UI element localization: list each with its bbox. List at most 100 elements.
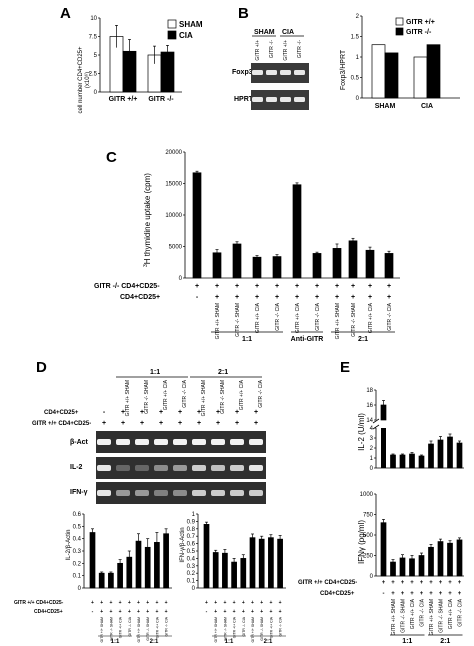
d-row2-mark: + [102, 420, 106, 427]
gel-lane-label: GITR -/- [269, 40, 275, 58]
d-ifn-bar [258, 538, 265, 589]
c-row1-mark: + [255, 283, 259, 290]
b-tick-label: 1.5 [351, 35, 360, 41]
panel-d-marks: - + + + + + + + + + + + + + + + + + [102, 409, 258, 427]
c-row2-mark: + [368, 294, 372, 301]
d-mini-mark: + [260, 609, 263, 615]
c-bar [192, 172, 202, 279]
d-mini-group-label: 1:1 [111, 639, 120, 645]
c-row2-mark: + [275, 294, 279, 301]
c-sub-label: GITR -/- CIA [275, 302, 281, 330]
d-gel-band [97, 490, 111, 496]
e-il2-bar [456, 442, 463, 469]
d-mini-lane-label: GITR -/- SHAM [146, 617, 150, 641]
e-ifn-bar [428, 546, 434, 577]
a-legend-label: CIA [179, 31, 193, 40]
d-gel-band [135, 465, 149, 471]
c-bar [212, 252, 222, 279]
c-tick-label: 0 [179, 276, 183, 282]
b-tick-label: 2 [356, 14, 360, 20]
b-tick-label: 1 [356, 55, 360, 61]
e-ifn-tick-label: 500 [363, 533, 374, 539]
d-mini-mark: + [91, 600, 94, 606]
e-group-label: 2:1 [440, 638, 450, 645]
d-gel-band [230, 465, 244, 471]
e-lane-label: GITR -/- SHAM [439, 599, 445, 633]
c-row2-mark: + [255, 294, 259, 301]
e-ifn-bar [418, 555, 425, 577]
panel-c-sublabels: GITR +/+ SHAM GITR -/- SHAM GITR +/+ CIA GI… [215, 302, 393, 339]
d-lane-label: GITR +/+ SHAM [125, 380, 131, 416]
e-row1-mark: + [448, 580, 452, 586]
d-gel-band [135, 439, 149, 445]
d-mini-lane-label: GITR +/+ SHAM [100, 617, 104, 643]
e-group-label: 1:1 [402, 638, 412, 645]
a-tick-label: 7.5 [89, 35, 98, 41]
c-group-label: 2:1 [358, 336, 368, 343]
panel-b-legend: GITR +/+ GITR -/- [395, 17, 435, 36]
d-gel-band [154, 490, 168, 496]
d-mini-mark: + [260, 600, 263, 606]
gel-band [280, 70, 291, 75]
d-lane-label: GITR -/- SHAM [220, 380, 226, 414]
d-mini-mark: + [137, 609, 140, 615]
panel-e: E IL-2 (U/ml) 0 1 2 3 4 14 16 18 IFNγ (pg/ml) 0… [298, 359, 464, 645]
d-mini-mark: + [146, 609, 149, 615]
e-row1-mark: + [382, 580, 386, 586]
d-mini-lane-label: GITR -/- SHAM [223, 617, 227, 641]
e-marks: + + + + + + + + +- + + + + + + + + [382, 580, 462, 597]
panel-a: A cell number CD4+CD25+ (x10⁶) 0 2.5 5 7.5 1… [60, 5, 203, 114]
e-il2-tick-label: 18 [366, 388, 373, 394]
e-lane-label: GITR +/+ SHAM [429, 599, 435, 635]
e-row1-mark: + [429, 580, 433, 586]
c-row2-mark: + [315, 294, 319, 301]
e-il2-ylabel: IL-2 (U/ml) [357, 413, 366, 451]
d-gel-band [154, 465, 168, 471]
d-ifn-bar [203, 524, 210, 589]
e-lane-label: GITR +/+ SHAM [391, 599, 397, 635]
e-il2-bar [409, 453, 415, 469]
d-gel-band [230, 490, 244, 496]
d-mini-lane-label: GITR -/- SHAM [109, 617, 113, 641]
panel-d-letter: D [36, 359, 47, 376]
e-ifn-bar [437, 541, 444, 577]
d-gel-band [211, 465, 225, 471]
b-tick-label: 0.5 [351, 76, 360, 82]
d-gel-band [249, 490, 263, 496]
b-bar [426, 44, 441, 99]
b-legend-swatch [395, 17, 404, 26]
d-mini-lane-label: GITR +/+ CIA [155, 616, 159, 638]
c-row2-mark: + [215, 294, 219, 301]
d-gel-band [154, 439, 168, 445]
d-ifn-tick-label: 0.4 [187, 556, 196, 562]
e-ifn-tick-label: 1000 [360, 492, 374, 498]
e-ifn-tick-label: 0 [370, 574, 374, 580]
e-row2-mark: + [429, 591, 433, 597]
c-sub-label: GITR +/+ SHAM [215, 303, 221, 339]
c-tick-label: 10000 [165, 213, 182, 219]
e-row1-mark: + [420, 580, 424, 586]
e-il2-tick-label: 16 [366, 403, 373, 409]
d-row1-mark: + [235, 409, 239, 416]
d-mini-group-label: 2:1 [264, 639, 273, 645]
band-label-bact: β-Act [70, 439, 89, 446]
c-bar [384, 253, 394, 279]
d-ifn-bar [212, 552, 219, 589]
a-tick-label: 2.5 [89, 72, 98, 78]
d-gel-band [192, 490, 206, 496]
d-mini-lane-label: GITR -/- CIA [279, 616, 283, 636]
gel-lane-label: GITR +/+ [283, 40, 289, 61]
d-gel-band [211, 490, 225, 496]
c-sub-label: GITR +/+ CIA [295, 302, 301, 333]
panel-c: C 3H thymidine uptake (cpm) 0 5000 10000 15… [94, 149, 400, 343]
gel-band [266, 70, 277, 75]
d-mini-row2-label: CD4+CD25+ [34, 609, 63, 615]
e-lane-labels: GITR +/+ SHAM GITR -/- SHAM GITR +/+ CIA GI… [391, 598, 464, 635]
c-row2-mark: + [295, 294, 299, 301]
a-legend-swatch [167, 30, 177, 40]
d-ifn-tick-label: 1 [192, 512, 196, 518]
d-gel-band [211, 439, 225, 445]
band-label-il2: IL-2 [70, 464, 83, 471]
e-row2-mark: + [439, 591, 443, 597]
b-bar [384, 52, 399, 99]
